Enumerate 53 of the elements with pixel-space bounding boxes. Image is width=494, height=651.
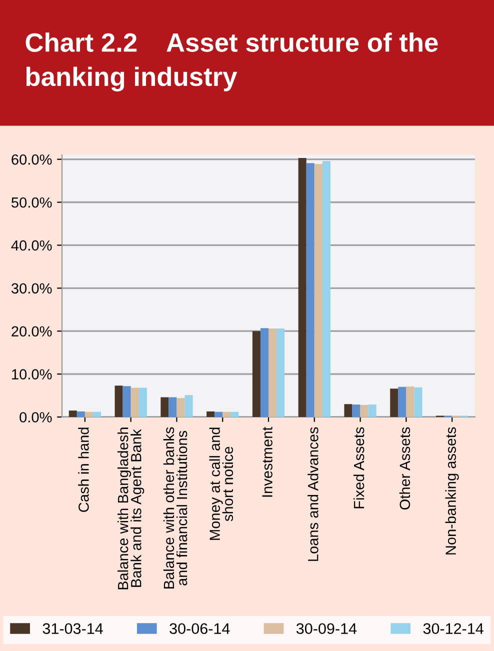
x-tick-label: Fixed Assets <box>353 427 364 508</box>
chart-title: Chart 2.2 Asset structure of the banking industry <box>26 32 438 92</box>
bar <box>276 328 285 417</box>
bar <box>268 328 277 417</box>
bar <box>160 397 169 417</box>
bar <box>214 412 223 417</box>
legend-label: 30-09-14 <box>296 623 357 634</box>
bar <box>390 388 398 417</box>
bar <box>230 412 239 417</box>
bar <box>306 163 314 417</box>
x-tick-label: Balance with Bangladesh Bank and its Agent Bank <box>118 428 144 590</box>
bar <box>206 411 215 417</box>
y-tick-label: 50.0% <box>12 197 52 208</box>
y-tick-label: 60.0% <box>12 154 52 165</box>
x-tick-label: Cash in hand <box>78 428 89 512</box>
y-tick-label: 0.0% <box>20 412 52 422</box>
x-tick-label: Non-banking assets <box>445 427 459 554</box>
legend-label: 30-12-14 <box>423 623 484 634</box>
bar <box>184 395 193 417</box>
x-tick-label: Loans and Advances <box>308 427 318 561</box>
bar <box>84 412 93 417</box>
bar <box>68 410 77 417</box>
bar <box>298 158 306 417</box>
x-tick-label: Money at call and short notice <box>209 428 234 540</box>
bar <box>414 387 422 417</box>
bar <box>138 388 147 417</box>
bar <box>76 411 85 417</box>
bar <box>92 412 102 417</box>
bar <box>344 404 352 417</box>
bar <box>122 386 131 417</box>
x-tick-label: Investment <box>262 426 272 497</box>
x-tick-label: Other Assets <box>399 427 410 510</box>
bar <box>352 404 360 417</box>
legend-label: 31-03-14 <box>42 623 103 634</box>
bar <box>260 328 268 417</box>
legend-label: 30-06-14 <box>170 623 230 634</box>
y-tick-label: 10.0% <box>12 369 52 380</box>
bar <box>314 164 322 417</box>
x-tick-label: Balance with other banks and financial Institutions <box>163 427 188 588</box>
bar <box>222 412 231 417</box>
bar <box>168 397 177 417</box>
bar <box>398 386 406 417</box>
y-tick-label: 30.0% <box>11 283 52 294</box>
y-tick-label: 40.0% <box>11 240 52 251</box>
bar <box>114 386 123 417</box>
bar <box>360 404 368 417</box>
bar <box>176 398 185 417</box>
y-tick-label: 20.0% <box>12 326 52 337</box>
bar <box>406 386 414 417</box>
bar <box>252 331 260 417</box>
bar <box>368 404 376 417</box>
bar <box>130 388 139 417</box>
bar <box>322 161 330 417</box>
